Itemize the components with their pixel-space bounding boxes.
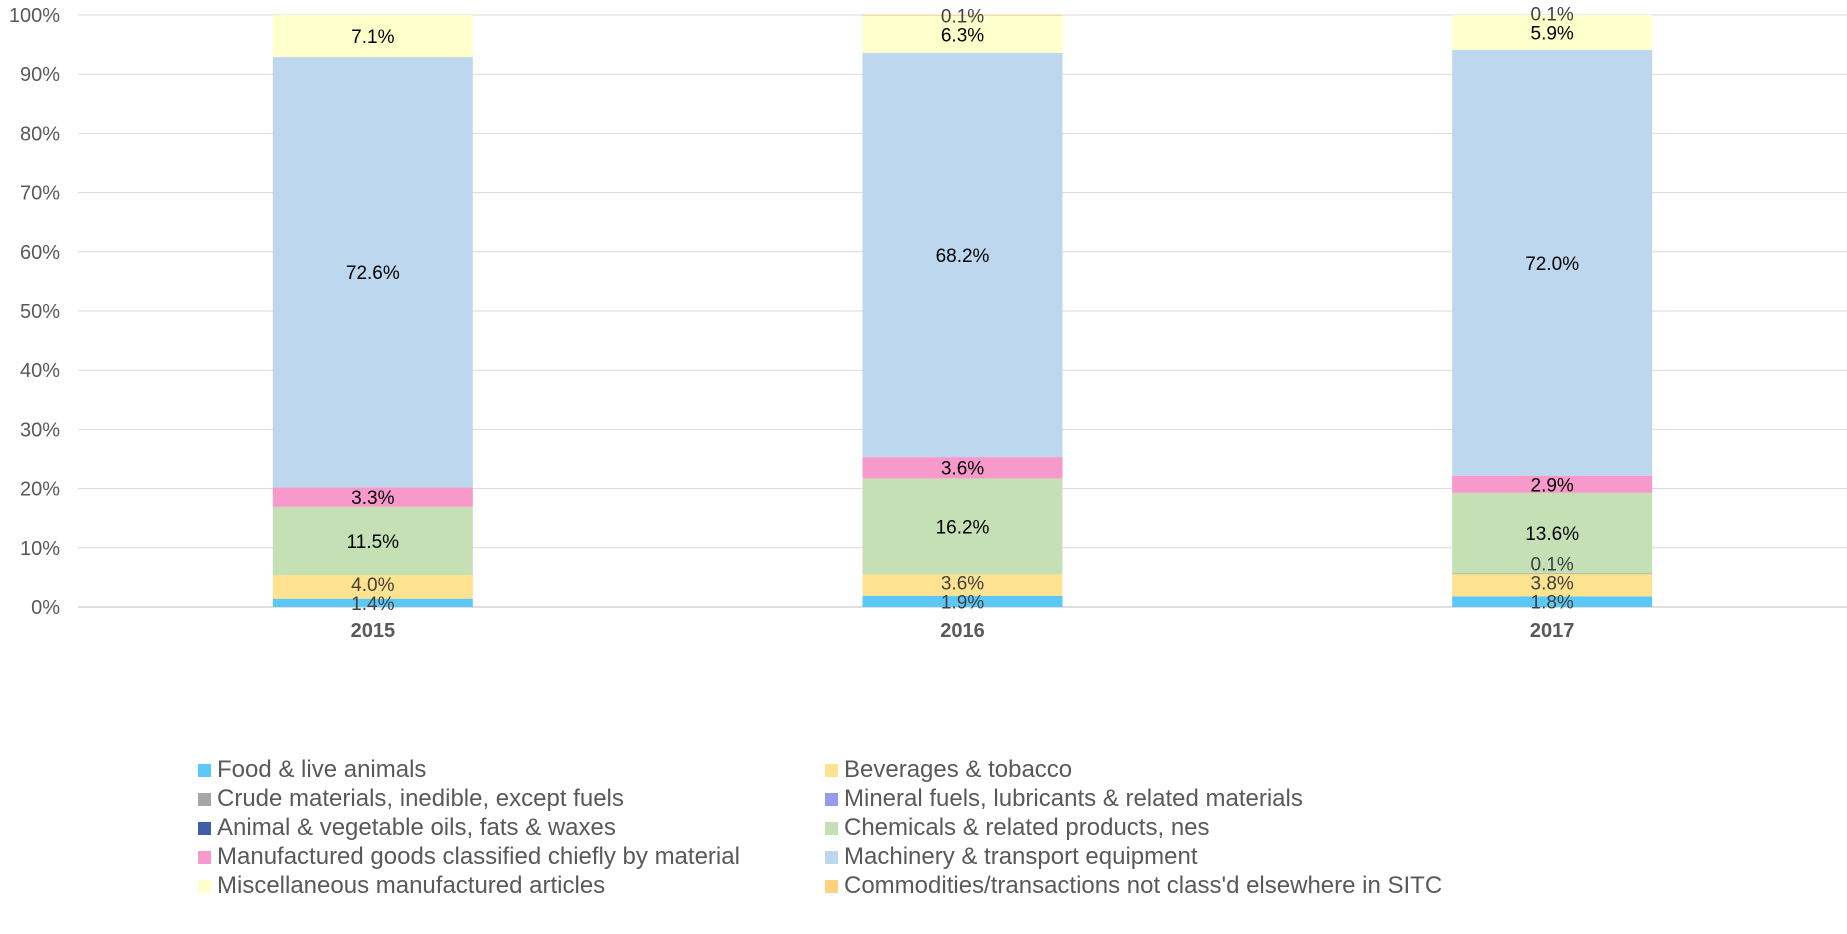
- y-tick-label: 10%: [20, 538, 60, 560]
- data-label: 0.1%: [1531, 4, 1574, 25]
- bar-segment: [272, 487, 473, 507]
- bar-segment: [272, 506, 473, 575]
- legend-label: Animal & vegetable oils, fats & waxes: [217, 814, 616, 841]
- bar-segment: [272, 598, 473, 607]
- legend-item: Crude materials, inedible, except fuels: [198, 784, 624, 814]
- data-label: 5.9%: [1531, 23, 1574, 44]
- legend-swatch: [198, 792, 211, 806]
- legend-label: Chemicals & related products, nes: [844, 814, 1210, 841]
- y-tick-label: 70%: [20, 183, 60, 205]
- legend-swatch: [825, 879, 838, 893]
- legend-item: Mineral fuels, lubricants & related mate…: [825, 784, 1303, 814]
- y-tick-label: 100%: [9, 5, 60, 27]
- bar-segment: [862, 574, 1063, 596]
- legend-item: Manufactured goods classified chiefly by…: [198, 842, 740, 872]
- bar-segment: [1452, 49, 1653, 476]
- legend-item: Chemicals & related products, nes: [825, 813, 1210, 843]
- data-label: 3.6%: [941, 459, 984, 480]
- legend-label: Mineral fuels, lubricants & related mate…: [844, 785, 1303, 812]
- legend-swatch: [198, 763, 211, 777]
- bar-segment: [1452, 573, 1653, 597]
- legend-label: Commodities/transactions not class'd els…: [844, 872, 1443, 899]
- y-tick-label: 20%: [20, 479, 60, 501]
- data-label: 2.9%: [1531, 475, 1574, 496]
- y-tick-label: 40%: [20, 360, 60, 382]
- bar-segment: [1452, 475, 1653, 493]
- bar-segment: [862, 15, 1063, 16]
- data-label: 11.5%: [347, 532, 400, 553]
- legend-label: Miscellaneous manufactured articles: [217, 872, 606, 899]
- legend-label: Machinery & transport equipment: [844, 843, 1198, 870]
- data-label: 3.3%: [351, 488, 394, 509]
- x-tick-label: 2016: [940, 620, 985, 642]
- legend-item: Animal & vegetable oils, fats & waxes: [198, 813, 616, 843]
- legend-label: Crude materials, inedible, except fuels: [217, 785, 624, 812]
- legend-swatch: [825, 850, 838, 864]
- y-tick-label: 50%: [20, 301, 60, 323]
- data-label: 13.6%: [1525, 524, 1579, 545]
- data-label: 4.0%: [351, 575, 394, 596]
- data-label: 68.2%: [936, 246, 990, 267]
- legend-item: Beverages & tobacco: [825, 755, 1072, 785]
- data-label: 16.2%: [936, 517, 990, 538]
- legend-label: Manufactured goods classified chiefly by…: [217, 843, 740, 870]
- bar-segment: [272, 57, 473, 488]
- data-label: 72.6%: [346, 263, 400, 284]
- data-label: 6.3%: [941, 25, 984, 46]
- data-label: 3.6%: [941, 573, 984, 594]
- bar-segment: [1452, 573, 1653, 575]
- data-label: 3.8%: [1531, 574, 1574, 595]
- y-tick-label: 80%: [20, 123, 60, 145]
- bar-segment: [862, 595, 1063, 607]
- legend-swatch: [198, 850, 211, 864]
- bar-segment: [862, 52, 1063, 458]
- legend-swatch: [825, 763, 838, 777]
- legend-item: Commodities/transactions not class'd els…: [825, 871, 1442, 901]
- bar-segment: [862, 478, 1063, 575]
- bar-segment: [272, 15, 473, 58]
- y-tick-label: 60%: [20, 242, 60, 264]
- y-tick-label: 90%: [20, 64, 60, 86]
- bar-segment: [1452, 492, 1653, 574]
- data-label: 1.8%: [1531, 593, 1574, 614]
- bar-segment: [862, 15, 1063, 53]
- data-label: 0.1%: [941, 6, 984, 27]
- data-label: 1.4%: [351, 594, 394, 615]
- x-tick-label: 2015: [351, 620, 396, 642]
- bar-segment: [1452, 15, 1653, 50]
- y-tick-label: 0%: [31, 597, 60, 619]
- x-tick-label: 2017: [1530, 620, 1575, 642]
- chart-legend: Food & live animals Beverages & tobacco Cr…: [0, 756, 1847, 934]
- legend-swatch: [825, 821, 838, 835]
- legend-item: Miscellaneous manufactured articles: [198, 871, 605, 901]
- data-label: 72.0%: [1525, 254, 1579, 275]
- legend-label: Beverages & tobacco: [844, 756, 1073, 783]
- bar-segment: [1452, 596, 1653, 607]
- data-label: 0.1%: [1531, 555, 1574, 576]
- bar-segment: [272, 575, 473, 599]
- data-label: 7.1%: [351, 27, 394, 48]
- stacked-bar-chart: 0% 10% 20% 30% 40% 50% 60% 70% 80% 90% 100% 1.4%4.0…: [9, 4, 1847, 642]
- bar-segment: [862, 457, 1063, 479]
- legend-item: Food & live animals: [198, 755, 426, 785]
- legend-swatch: [198, 879, 211, 893]
- legend-label: Food & live animals: [217, 756, 427, 783]
- legend-item: Machinery & transport equipment: [825, 842, 1198, 872]
- legend-swatch: [198, 821, 211, 835]
- data-label: 1.9%: [941, 592, 984, 613]
- legend-swatch: [825, 792, 838, 806]
- y-tick-label: 30%: [20, 419, 60, 441]
